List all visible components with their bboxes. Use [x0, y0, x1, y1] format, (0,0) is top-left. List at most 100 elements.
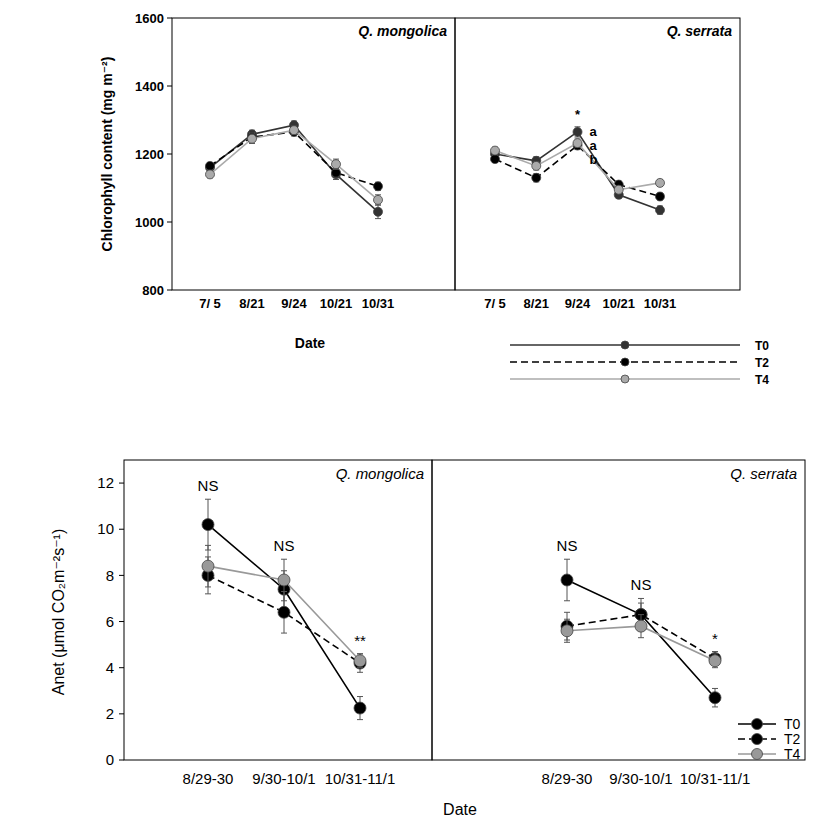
data-point	[709, 655, 721, 667]
data-point	[278, 574, 290, 586]
y-tick-label: 1000	[135, 215, 164, 230]
panel-title: Q. mongolica	[358, 23, 447, 39]
annotation: a	[590, 138, 598, 153]
error-cap	[638, 637, 644, 638]
data-point	[709, 692, 721, 704]
error-cap	[357, 719, 363, 720]
series-line	[495, 146, 660, 197]
data-point	[374, 207, 383, 216]
error-cap	[205, 593, 211, 594]
y-tick	[119, 483, 124, 484]
x-tick-label: 10/31-11/1	[680, 770, 751, 787]
series-line	[495, 143, 660, 190]
error-cap	[205, 545, 211, 546]
legend-label: T2	[784, 731, 801, 747]
x-tick-label: 9/24	[565, 296, 591, 311]
x-tick-label: 9/24	[281, 296, 307, 311]
y-tick-label: 2	[106, 705, 114, 722]
y-tick-label: 1600	[135, 11, 164, 26]
data-point	[374, 195, 383, 204]
panel: 80010001200140016007/ 58/219/2410/2110/3…	[99, 11, 455, 351]
annotation: *	[575, 107, 581, 122]
y-tick	[167, 86, 172, 87]
x-axis-label: Date	[443, 801, 477, 818]
error-cap	[357, 667, 363, 668]
legend-label: T0	[755, 339, 769, 353]
data-point	[332, 168, 341, 177]
plot-frame	[124, 460, 432, 760]
data-point	[532, 173, 541, 182]
x-tick-label: 7/ 5	[199, 296, 221, 311]
error-cap	[205, 499, 211, 500]
plot-frame	[455, 18, 740, 290]
data-point	[561, 574, 573, 586]
y-tick-label: 0	[106, 751, 114, 768]
legend-marker	[752, 749, 763, 760]
y-tick-label: 6	[106, 613, 114, 630]
data-point	[573, 127, 582, 136]
legend-marker	[752, 734, 763, 745]
error-cap	[564, 600, 570, 601]
y-tick	[119, 621, 124, 622]
error-cap	[712, 688, 718, 689]
x-tick-label: 8/29-30	[183, 770, 234, 787]
x-tick-label: 7/ 5	[484, 296, 506, 311]
series-line	[567, 580, 715, 698]
data-layer	[202, 499, 366, 719]
data-layer	[491, 127, 665, 215]
data-point	[573, 139, 582, 148]
y-tick	[167, 290, 172, 291]
error-cap	[564, 619, 570, 620]
legend-marker	[621, 358, 629, 366]
data-layer	[206, 121, 383, 219]
plot-frame	[172, 18, 455, 290]
legend-marker	[621, 375, 629, 383]
annotation: NS	[557, 537, 578, 554]
annotation: NS	[274, 537, 295, 554]
series-line	[208, 525, 360, 708]
error-cap	[357, 696, 363, 697]
error-cap	[205, 586, 211, 587]
error-cap	[564, 559, 570, 560]
y-tick-label: 8	[106, 567, 114, 584]
data-point	[278, 606, 290, 618]
error-cap	[712, 651, 718, 652]
error-cap	[564, 642, 570, 643]
y-tick	[167, 222, 172, 223]
y-tick-label: 1200	[135, 147, 164, 162]
y-tick	[119, 575, 124, 576]
data-point	[290, 126, 299, 135]
data-point	[248, 134, 257, 143]
y-tick-label: 1400	[135, 79, 164, 94]
x-tick-label: 10/31-11/1	[325, 770, 396, 787]
data-point	[614, 185, 623, 194]
x-tick-label: 8/21	[239, 296, 264, 311]
panel: 0246810128/29-309/30-10/110/31-11/1Q. mo…	[50, 460, 477, 818]
series-line	[208, 566, 360, 661]
background	[0, 0, 825, 827]
annotation: b	[590, 152, 598, 167]
data-point	[656, 206, 665, 215]
error-cap	[357, 653, 363, 654]
error-cap	[357, 672, 363, 673]
legend-label: T2	[755, 356, 769, 370]
data-point	[332, 160, 341, 169]
error-cap	[375, 218, 381, 219]
y-tick-label: 12	[97, 474, 114, 491]
data-point	[354, 655, 366, 667]
data-point	[206, 161, 215, 170]
data-point	[202, 519, 214, 531]
x-tick-label: 10/21	[320, 296, 353, 311]
data-point	[206, 170, 215, 179]
error-cap	[281, 600, 287, 601]
y-tick	[119, 713, 124, 714]
error-cap	[281, 559, 287, 560]
legend-label: T4	[784, 746, 801, 762]
x-tick-label: 9/30-10/1	[609, 770, 672, 787]
error-cap	[712, 653, 718, 654]
series-line	[210, 125, 378, 212]
x-tick-label: 10/31	[362, 296, 395, 311]
data-point	[532, 161, 541, 170]
data-point	[354, 702, 366, 714]
error-cap	[638, 598, 644, 599]
